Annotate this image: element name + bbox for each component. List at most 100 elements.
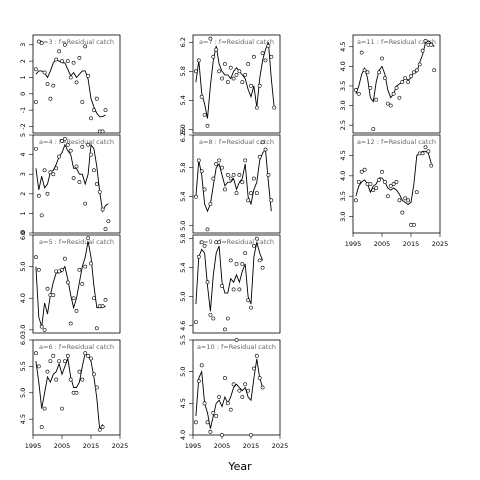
data-point	[68, 75, 73, 80]
y-tick-label: 1	[19, 211, 27, 215]
data-point	[208, 202, 213, 206]
data-point	[380, 169, 384, 174]
data-point	[36, 39, 41, 44]
panel-3: 2.5 3.0 3.5 4.0 4.5 a=11 : f=Residual catch	[339, 34, 441, 134]
data-point	[54, 377, 59, 382]
y-tick-label: 5.8	[179, 162, 187, 172]
data-point	[214, 162, 219, 166]
fitted-line	[35, 143, 109, 213]
data-point	[86, 73, 91, 78]
data-point	[222, 187, 227, 192]
data-point	[406, 198, 411, 203]
data-point	[240, 180, 245, 185]
data-point	[83, 201, 88, 206]
data-point	[54, 166, 59, 171]
data-point	[94, 96, 99, 101]
panel-frame	[192, 34, 281, 134]
panel-frame	[352, 34, 441, 134]
data-point	[400, 210, 405, 215]
data-point	[362, 167, 367, 172]
y-tick-label: 1	[19, 75, 27, 79]
data-point	[406, 80, 411, 84]
x-tick-label: 2005	[374, 240, 391, 248]
data-point	[234, 338, 239, 342]
panel-2: 5.0 5.4 5.8 6.2 a=7 : f=Residual catch	[179, 34, 281, 135]
data-point	[374, 97, 379, 102]
data-point	[196, 158, 201, 163]
data-point	[60, 267, 64, 272]
y-tick-label: 3	[19, 172, 27, 176]
data-point	[48, 96, 53, 101]
data-point	[74, 308, 79, 313]
y-tick-label: 4.5	[339, 42, 347, 52]
data-point	[92, 168, 96, 173]
data-point	[231, 76, 236, 81]
y-tick-label: 6.0	[19, 335, 27, 345]
y-tick-label: 2	[19, 192, 27, 196]
data-point	[199, 169, 204, 174]
panel-title: a=8 : f=Residual catch	[199, 138, 274, 146]
data-point	[196, 254, 201, 259]
data-point	[272, 105, 277, 110]
panel-frame	[192, 134, 281, 234]
data-point	[240, 395, 245, 399]
data-point	[234, 73, 239, 77]
data-point	[409, 74, 413, 79]
y-tick-label: 5	[19, 133, 27, 137]
data-point	[371, 127, 376, 131]
panel-frame	[32, 234, 121, 334]
data-point	[36, 364, 41, 369]
data-point	[266, 43, 271, 48]
panel-title: a=12 : f=Residual catch	[357, 138, 436, 146]
data-point	[374, 186, 379, 190]
data-point	[106, 219, 111, 224]
data-point	[249, 191, 253, 195]
data-point	[246, 298, 251, 303]
data-point	[65, 142, 70, 147]
data-point	[205, 280, 210, 285]
data-point	[63, 256, 67, 261]
data-point	[208, 429, 213, 434]
data-point	[39, 324, 44, 329]
data-point	[217, 158, 222, 163]
data-point	[45, 369, 50, 374]
data-point	[217, 240, 222, 245]
data-point	[34, 67, 38, 72]
data-point	[89, 152, 93, 157]
data-point	[371, 188, 376, 193]
data-point	[100, 425, 105, 429]
data-point	[414, 68, 419, 73]
data-point	[77, 369, 82, 374]
y-tick-label: 3.0	[339, 100, 347, 110]
data-point	[222, 62, 227, 66]
data-point	[36, 267, 41, 272]
data-point	[92, 108, 96, 113]
data-point	[246, 198, 251, 203]
x-tick-label: 2005	[54, 442, 71, 450]
panel-frame	[192, 234, 281, 334]
data-point	[51, 293, 56, 297]
data-point	[94, 326, 99, 331]
data-point	[60, 59, 64, 64]
data-point	[266, 173, 271, 177]
data-point	[39, 425, 44, 429]
x-tick-label: 2025	[112, 442, 129, 450]
x-tick-label: 2015	[83, 442, 100, 450]
data-point	[77, 180, 82, 184]
data-point	[68, 321, 73, 326]
panel-title: a=4 : f=Residual catch	[39, 138, 114, 146]
data-point	[34, 351, 38, 356]
x-tick-label: 2015	[403, 240, 420, 248]
y-tick-label: 3.0	[339, 211, 347, 221]
data-point	[260, 51, 265, 56]
data-point	[48, 359, 53, 364]
data-point	[353, 87, 358, 92]
data-point	[423, 38, 428, 43]
data-point	[254, 105, 259, 110]
data-point	[353, 198, 358, 203]
data-point	[220, 165, 224, 170]
data-point	[103, 297, 108, 302]
data-point	[80, 100, 85, 104]
data-point	[246, 62, 251, 66]
